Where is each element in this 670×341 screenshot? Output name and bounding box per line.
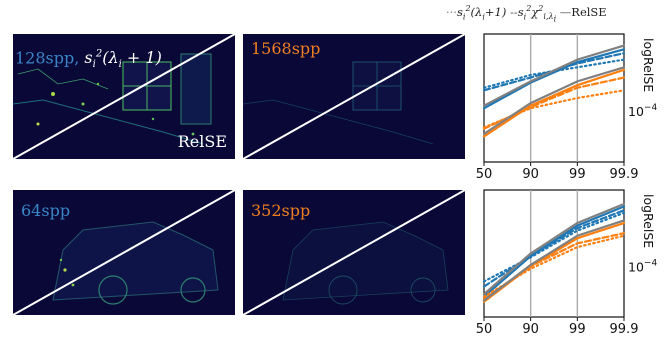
legend-dashed-marker: --	[509, 4, 518, 19]
heatmap-row2-left: 64spp	[13, 190, 235, 315]
chart-row1: 50 90 99 99.9 10−4 logRelSE	[476, 32, 668, 182]
figure-legend: ···si2(λi+1) --si2χ2i,λi —RelSE	[446, 4, 668, 26]
series-line-7	[482, 66, 626, 135]
series-line-7	[482, 219, 626, 302]
series-line-3	[482, 68, 626, 138]
right-label-row1: 1568spp	[251, 39, 321, 58]
series-line-0	[482, 48, 626, 110]
heatmap-row1-right-image	[243, 34, 465, 159]
x-tick-label-2: 99	[569, 167, 586, 182]
right-label-row2: 352spp	[251, 201, 311, 220]
label-separator: ,	[74, 48, 80, 68]
sample-count-label: 128spp	[15, 48, 75, 68]
left-label-row1: 128spp, si2(λi + 1)	[15, 46, 162, 75]
heatmap-row1-left-image	[13, 34, 235, 159]
series-line-2	[482, 211, 626, 283]
y-tick-label: 10−4	[628, 103, 657, 119]
y-tick-exponent: −4	[644, 258, 658, 268]
y-axis-label: logRelSE	[641, 194, 656, 248]
x-tick-label-0: 50	[476, 322, 493, 337]
x-tick-label-2: 99	[569, 322, 586, 337]
series-line-1	[482, 209, 626, 288]
legend-solid-label: RelSE	[571, 4, 607, 19]
legend-dotted-marker: ···	[446, 4, 457, 19]
chart-row2-svg: 50 90 99 99.9 10−4 logRelSE	[476, 189, 657, 337]
heatmap-row2-right-image	[243, 190, 465, 315]
x-tick-label-3: 99.9	[610, 322, 639, 337]
heatmap-row1-right: 1568spp	[243, 34, 465, 159]
left-label-row2: 64spp	[21, 201, 71, 220]
estimator-label: si2(λi + 1)	[84, 48, 162, 71]
x-tick-label-1: 90	[522, 167, 539, 182]
chart-row1-svg: 50 90 99 99.9 10−4 logRelSE	[476, 33, 657, 182]
x-tick-label-3: 99.9	[610, 167, 639, 182]
series-line-4	[482, 76, 626, 130]
heatmap-row1-left: 128spp, si2(λi + 1) RelSE	[13, 34, 235, 159]
y-axis-label: logRelSE	[641, 38, 656, 92]
relse-label: RelSE	[177, 132, 227, 151]
chart-row2: 50 90 99 99.9 10−4 logRelSE	[476, 188, 668, 337]
y-tick-label: 10−4	[628, 258, 657, 274]
x-tick-label-1: 90	[522, 322, 539, 337]
y-tick-exponent: −4	[644, 103, 658, 113]
heatmap-row2-left-image	[13, 190, 235, 315]
legend-dashed-label: si2χ2i,λi	[517, 4, 557, 24]
legend-dotted-label: si2(λi+1)	[456, 4, 507, 22]
heatmap-row2-right: 352spp	[243, 190, 465, 315]
series-line-6	[482, 44, 626, 107]
legend-solid-marker: —	[559, 4, 572, 19]
x-tick-label-0: 50	[476, 167, 493, 182]
series-line-6	[482, 202, 626, 296]
